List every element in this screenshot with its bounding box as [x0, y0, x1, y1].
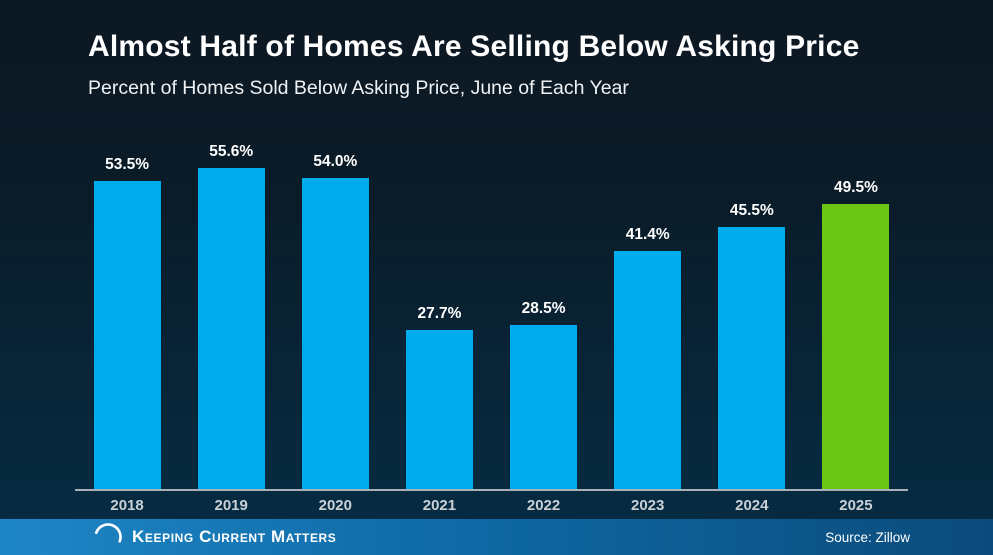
- x-axis-labels: 2018 2019 2020 2021 2022 2023 2024 2025: [75, 497, 908, 514]
- bar-column-2025: 49.5%: [804, 119, 908, 490]
- bar-value-label: 28.5%: [521, 300, 566, 318]
- chart-header: Almost Half of Homes Are Selling Below A…: [88, 30, 948, 100]
- bar-2023: [614, 250, 682, 490]
- kcm-spiral-icon: [93, 522, 123, 552]
- page-subtitle: Percent of Homes Sold Below Asking Price…: [88, 77, 629, 99]
- x-axis-label-2023: 2023: [631, 497, 665, 514]
- bar-value-label: 27.7%: [417, 304, 462, 322]
- bar-2024: [718, 226, 786, 490]
- x-axis-label-2018: 2018: [110, 497, 144, 514]
- bar-2020: [301, 177, 369, 490]
- x-axis-label-2022: 2022: [526, 497, 561, 514]
- x-axis-label-2024: 2024: [735, 497, 769, 514]
- bar-column-2022: 28.5%: [492, 119, 596, 490]
- brand-name: Keeping Current Matters: [132, 527, 337, 546]
- bar-2018: [93, 180, 161, 490]
- bar-value-label: 49.5%: [833, 178, 878, 196]
- bar-chart: 53.5% 55.6% 54.0% 27.7% 28.5% 41.4% 45.5% 49.5%: [75, 119, 908, 490]
- bar-2021: [405, 329, 473, 490]
- bar-2019: [197, 168, 265, 490]
- x-axis-label-2021: 2021: [422, 497, 457, 514]
- bar-value-label: 54.0%: [313, 152, 358, 170]
- bar-column-2021: 27.7%: [387, 119, 491, 490]
- bar-column-2018: 53.5%: [75, 119, 179, 490]
- x-axis-label-2025: 2025: [839, 497, 873, 514]
- x-axis-label-2019: 2019: [214, 497, 248, 514]
- bar-column-2019: 55.6%: [179, 119, 283, 490]
- bar-column-2020: 54.0%: [283, 119, 387, 490]
- footer-bar: Keeping Current Matters Source: Zillow: [0, 519, 993, 555]
- bar-value-label: 55.6%: [209, 143, 254, 161]
- bar-column-2024: 45.5%: [700, 119, 804, 490]
- bar-2025: [822, 203, 890, 490]
- x-axis-label-2020: 2020: [318, 497, 352, 514]
- bar-value-label: 53.5%: [105, 155, 150, 173]
- x-axis-line: [75, 489, 908, 491]
- bar-column-2023: 41.4%: [596, 119, 700, 490]
- bar-value-label: 45.5%: [729, 201, 774, 219]
- bar-value-label: 41.4%: [625, 225, 670, 243]
- bar-2022: [510, 325, 578, 490]
- source-credit: Source: Zillow: [825, 529, 910, 545]
- page-title: Almost Half of Homes Are Selling Below A…: [88, 30, 860, 63]
